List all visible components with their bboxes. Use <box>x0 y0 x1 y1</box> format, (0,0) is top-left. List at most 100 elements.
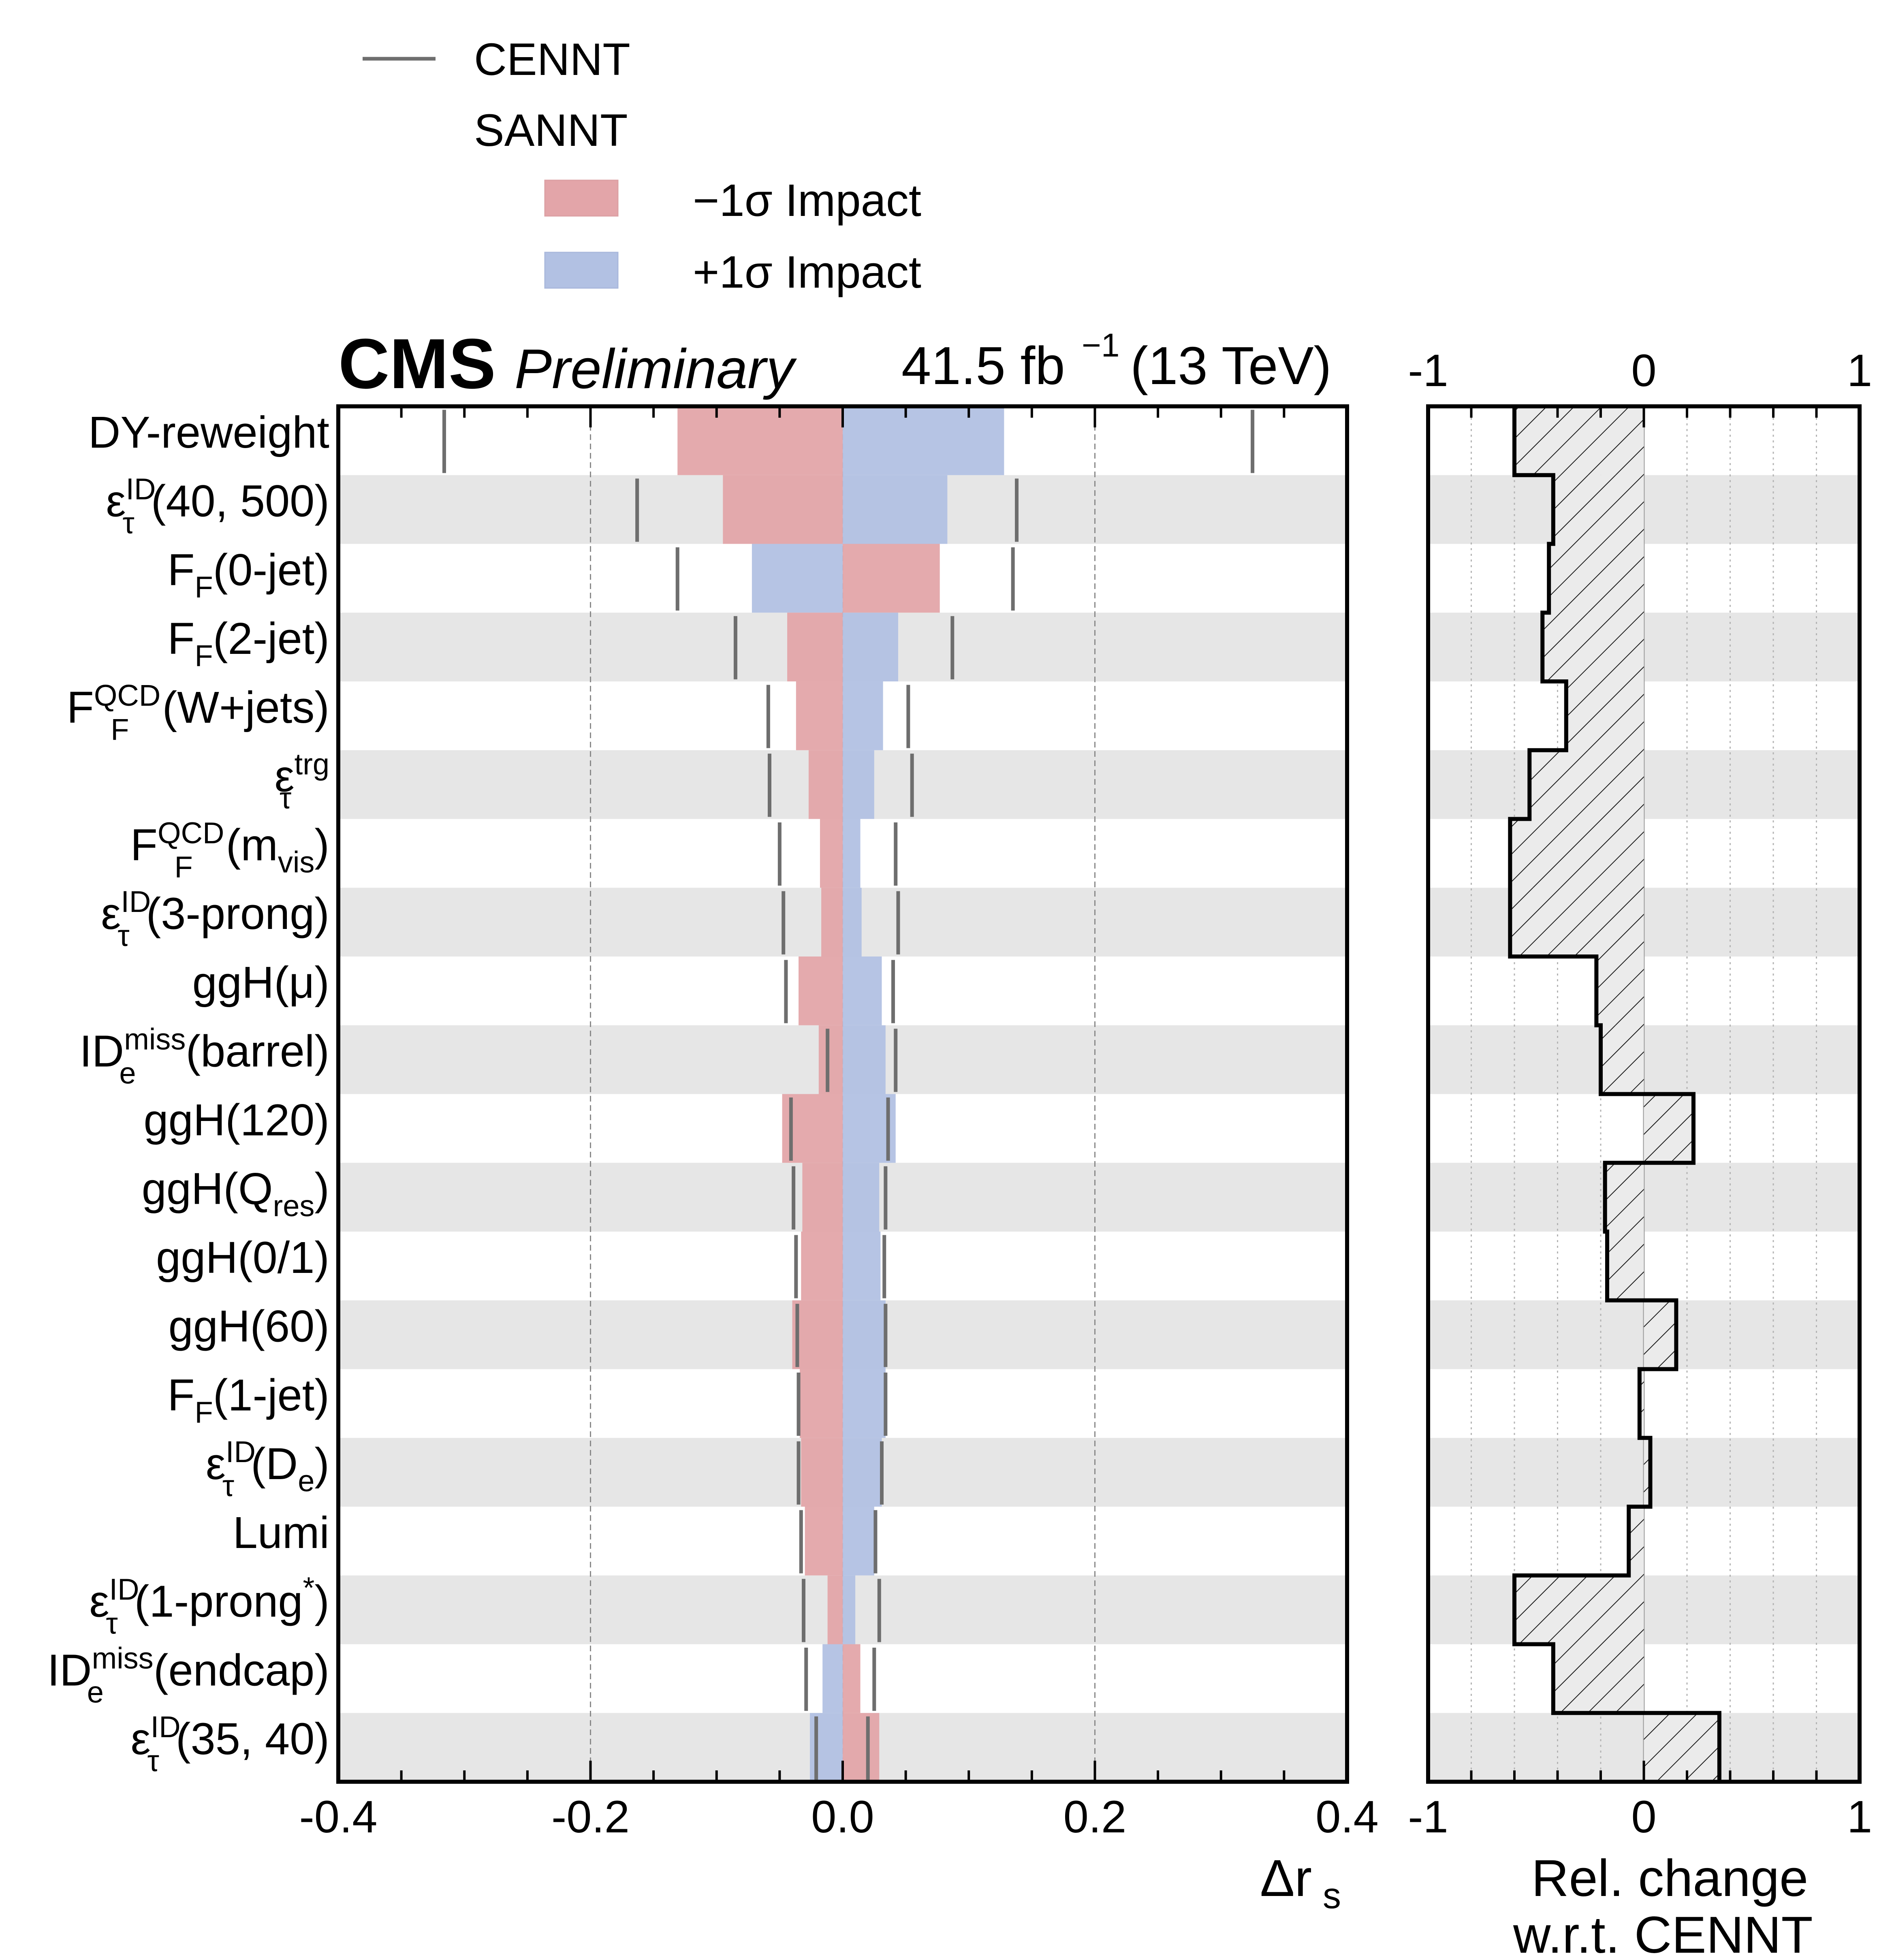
impact-bar <box>843 1507 874 1576</box>
legend-cennt-label: CENNT <box>474 34 630 85</box>
impact-bars <box>677 406 1004 1782</box>
rel-x-tick-label: 1 <box>1847 1791 1872 1842</box>
rel-x-axis-title-line2: w.r.t. CENNT <box>1513 1906 1813 1960</box>
impact-bar <box>818 1025 843 1094</box>
rel-change-bar <box>1553 1644 1644 1713</box>
rel-change-bar <box>1510 888 1644 957</box>
impact-bar <box>796 681 843 750</box>
luminosity-label: 41.5 fb <box>901 336 1065 395</box>
parameter-label: IDmiss e (endcap) <box>47 1641 329 1709</box>
impact-bar <box>843 613 898 681</box>
parameter-label: DY-reweight <box>88 408 329 457</box>
rel-change-bar <box>1566 681 1644 750</box>
energy-label: (13 TeV) <box>1130 336 1331 395</box>
x-tick-label: 0.0 <box>811 1791 874 1842</box>
impact-bar <box>843 544 940 613</box>
rel-change-bar <box>1529 750 1644 819</box>
parameter-label: εID τ (De) <box>206 1435 329 1503</box>
legend-minus-label: −1σ Impact <box>693 175 921 226</box>
rel-change-bar <box>1605 1163 1644 1232</box>
impact-bar <box>801 1232 843 1300</box>
cennt-markers <box>442 410 1255 1780</box>
impact-bar <box>843 1163 880 1232</box>
parameter-label: ggH(0/1) <box>156 1233 329 1283</box>
impact-bar <box>801 1438 843 1507</box>
parameter-label: ggH(μ) <box>192 958 329 1008</box>
impact-bar <box>843 1232 881 1300</box>
rel-change-bar <box>1514 406 1644 475</box>
rel-change-bar <box>1607 1232 1644 1300</box>
impact-bar <box>752 544 843 613</box>
main-x-ticks: -0.4 -0.2 0.0 0.2 0.4 <box>299 406 1379 1842</box>
impact-bar <box>805 1507 843 1576</box>
parameter-label: Lumi <box>233 1508 329 1558</box>
legend-plus-label: +1σ Impact <box>693 247 921 297</box>
rel-x-axis-title-line1: Rel. change <box>1531 1849 1808 1907</box>
parameter-label: εID τ (3-prong) <box>101 885 329 952</box>
relative-change-panel: -1 -1 0 0 1 1 Rel. change w.r.t. CENNT <box>1408 345 1872 1960</box>
impact-bar <box>843 681 883 750</box>
parameter-label: ggH(Qres) <box>142 1164 329 1223</box>
parameter-label: FQCD F (W+jets) <box>67 679 329 746</box>
cms-label: CMS <box>338 325 496 404</box>
rel-change-bar <box>1542 613 1644 681</box>
rel-x-ticks: -1 -1 0 0 1 1 <box>1408 345 1872 1842</box>
impact-bar <box>843 1575 856 1644</box>
impact-bar <box>843 957 882 1025</box>
impact-bar <box>843 819 861 888</box>
impact-bar <box>843 888 862 957</box>
parameter-label: ggH(120) <box>143 1095 329 1145</box>
impact-bar <box>787 613 843 681</box>
impact-bar <box>802 1163 843 1232</box>
parameter-label: FF(0-jet) <box>167 545 329 604</box>
impact-bar <box>820 819 843 888</box>
rel-change-outline <box>1508 404 1721 1784</box>
rel-x-tick-label-top: -1 <box>1408 345 1448 396</box>
impact-bar <box>723 475 843 544</box>
impact-bar <box>843 1644 861 1713</box>
impact-bar <box>843 1713 880 1782</box>
parameter-label: ggH(60) <box>169 1302 329 1352</box>
parameter-label: IDmiss e (barrel) <box>79 1023 329 1090</box>
impact-bar <box>843 1300 886 1369</box>
rel-x-tick-label-top: 1 <box>1847 345 1872 396</box>
impact-bar <box>843 1369 886 1438</box>
main-x-axis-title: Δr <box>1260 1849 1312 1907</box>
rel-change-bar <box>1644 1713 1719 1782</box>
luminosity-exponent: −1 <box>1082 327 1120 364</box>
impact-bar <box>843 1438 882 1507</box>
legend-plus-swatch <box>544 252 619 289</box>
rel-change-bar <box>1601 1025 1644 1094</box>
rel-x-tick-label-top: 0 <box>1631 345 1656 396</box>
x-tick-label: -0.2 <box>551 1791 630 1842</box>
impact-bar <box>792 1300 843 1369</box>
parameter-label: εtrg τ <box>275 747 329 815</box>
parameter-label: FF(2-jet) <box>167 614 329 673</box>
preliminary-label: Preliminary <box>515 338 797 400</box>
impact-bar <box>677 406 843 475</box>
impact-bar <box>799 957 843 1025</box>
rel-change-bars <box>1510 406 1719 1782</box>
legend-sannt-label: SANNT <box>474 105 628 156</box>
rel-change-bar <box>1510 819 1644 888</box>
impact-bar <box>843 475 948 544</box>
plot-header: CMS Preliminary 41.5 fb −1 (13 TeV) <box>338 325 1331 404</box>
parameter-label: εID τ (1-prong*) <box>89 1571 329 1640</box>
rel-change-bar <box>1644 1094 1693 1163</box>
impact-panel: -0.4 -0.2 0.0 0.2 0.4 DY-reweight εID τ (40, 50… <box>47 404 1379 1916</box>
rel-change-bar <box>1639 1369 1644 1438</box>
impact-bar <box>843 1025 886 1094</box>
x-tick-label: -0.4 <box>299 1791 378 1842</box>
main-x-axis-title-sub: s <box>1323 1876 1341 1916</box>
impact-bar <box>821 888 843 957</box>
parameter-label: FF(1-jet) <box>167 1370 329 1429</box>
rel-x-tick-label: 0 <box>1631 1791 1656 1842</box>
parameter-labels: DY-reweight εID τ (40, 500)FF(0-jet) FF(2-je… <box>47 408 329 1778</box>
impact-bar <box>843 750 874 819</box>
rel-change-bar <box>1644 1300 1676 1369</box>
impact-bar <box>827 1575 843 1644</box>
impact-bar <box>843 406 1004 475</box>
legend: CENNT SANNT −1σ Impact +1σ Impact <box>363 34 921 297</box>
parameter-label: εID τ (40, 500) <box>106 472 329 540</box>
